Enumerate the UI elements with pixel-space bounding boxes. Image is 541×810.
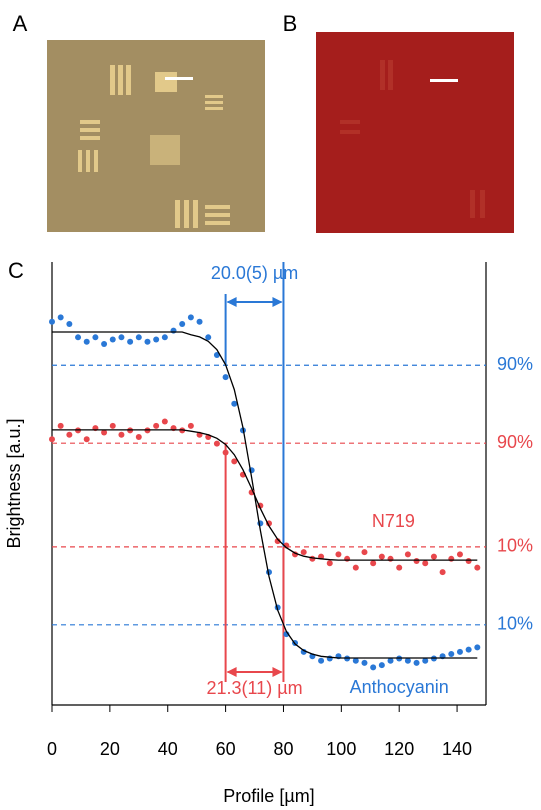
data-point [153, 337, 159, 343]
series-label: N719 [372, 511, 415, 531]
data-point [370, 560, 376, 566]
data-point [101, 341, 107, 347]
reference-label: 90% [497, 432, 533, 452]
fit-curve [52, 332, 477, 658]
reference-label: 90% [497, 354, 533, 374]
data-point [136, 334, 142, 340]
micrograph-a [47, 40, 265, 232]
x-tick-label: 120 [384, 739, 414, 759]
data-point [66, 432, 72, 438]
data-point [301, 549, 307, 555]
data-point [318, 658, 324, 664]
data-point [405, 551, 411, 557]
data-point [379, 662, 385, 668]
data-point [344, 556, 350, 562]
data-point [335, 551, 341, 557]
reference-label: 10% [497, 536, 533, 556]
panel-label: A [13, 11, 28, 36]
data-point [466, 647, 472, 653]
y-axis-label: Brightness [a.u.] [4, 418, 24, 548]
data-point [110, 337, 116, 343]
data-point [58, 314, 64, 320]
x-axis-label: Profile [µm] [223, 786, 314, 806]
data-point [223, 449, 229, 455]
data-point [49, 319, 55, 325]
data-point [144, 339, 150, 345]
data-point [361, 549, 367, 555]
micrograph-b [316, 32, 514, 233]
x-tick-label: 100 [326, 739, 356, 759]
data-point [414, 660, 420, 666]
figure: A B C 0 20 40 60 80 100 120 140 Profile [µm] Brig… [0, 0, 541, 810]
data-point [223, 374, 229, 380]
data-point [197, 319, 203, 325]
data-point [179, 321, 185, 327]
data-point [327, 560, 333, 566]
data-point [361, 660, 367, 666]
data-point [431, 554, 437, 560]
data-point [205, 334, 211, 340]
data-point [118, 432, 124, 438]
data-point [127, 339, 133, 345]
panel-label: B [283, 11, 298, 36]
data-point [379, 554, 385, 560]
data-point [231, 401, 237, 407]
data-point [162, 418, 168, 424]
fit-curve [52, 430, 477, 560]
data-point [466, 558, 472, 564]
x-tick-label: 140 [442, 739, 472, 759]
data-point [84, 339, 90, 345]
page: A B C 0 20 40 60 80 100 120 140 Profile [µm] Brig… [0, 0, 541, 810]
data-point [84, 436, 90, 442]
panel-label: C [8, 258, 24, 283]
data-point [136, 434, 142, 440]
data-point [153, 423, 159, 429]
data-point [474, 565, 480, 571]
data-point [370, 664, 376, 670]
data-point [110, 423, 116, 429]
data-point [171, 328, 177, 334]
data-point [188, 423, 194, 429]
data-point [309, 556, 315, 562]
data-point [388, 556, 394, 562]
reference-label: 10% [497, 614, 533, 634]
data-point [353, 565, 359, 571]
data-point [92, 334, 98, 340]
data-point [66, 321, 72, 327]
x-tick-label: 60 [216, 739, 236, 759]
data-point [457, 649, 463, 655]
data-point [440, 569, 446, 575]
data-point [75, 334, 81, 340]
data-point [118, 334, 124, 340]
data-point [188, 314, 194, 320]
x-tick-label: 0 [47, 739, 57, 759]
x-tick-label: 40 [158, 739, 178, 759]
span-label: 21.3(11) µm [206, 678, 302, 698]
data-point [49, 436, 55, 442]
data-point [162, 334, 168, 340]
data-point [448, 556, 454, 562]
series-label: Anthocyanin [350, 677, 449, 697]
data-point [414, 558, 420, 564]
data-point [457, 551, 463, 557]
data-point [214, 441, 220, 447]
data-point [58, 423, 64, 429]
data-point [422, 560, 428, 566]
x-tick-label: 80 [273, 739, 293, 759]
x-tick-label: 20 [100, 739, 120, 759]
span-label: 20.0(5) µm [211, 263, 298, 283]
data-point [396, 565, 402, 571]
data-point [474, 644, 480, 650]
data-point [448, 651, 454, 657]
